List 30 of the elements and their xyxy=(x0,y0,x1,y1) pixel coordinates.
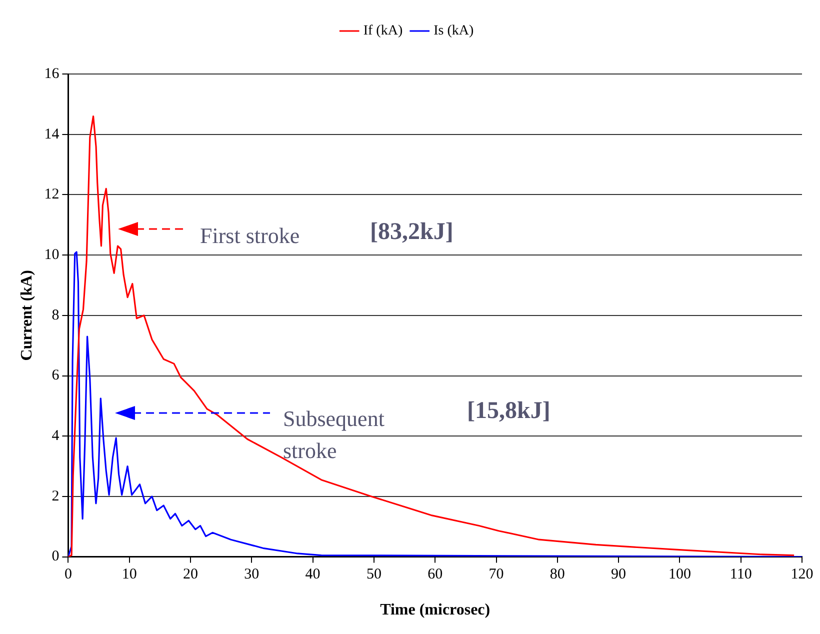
x-tick-label: 20 xyxy=(183,566,198,583)
y-tick-label: 6 xyxy=(52,368,60,384)
x-tick-label: 110 xyxy=(730,566,752,583)
y-tick-label: 16 xyxy=(44,66,60,82)
x-tick-label: 0 xyxy=(64,566,72,583)
x-tick-label: 70 xyxy=(488,566,504,583)
y-tick-label: 10 xyxy=(44,246,60,263)
x-tick-label: 50 xyxy=(366,566,382,583)
y-tick-label: 12 xyxy=(44,186,60,203)
x-tick-label: 120 xyxy=(790,566,814,583)
y-tick-label: 14 xyxy=(44,126,60,142)
x-tick-label: 30 xyxy=(244,566,260,583)
x-axis-title: Time (microsec) xyxy=(380,602,490,619)
x-tick-label: 10 xyxy=(122,566,137,583)
y-tick-label: 4 xyxy=(52,428,60,444)
legend-label: If (kA) xyxy=(363,24,403,39)
y-tick-label: 2 xyxy=(52,488,60,504)
x-tick-label: 80 xyxy=(550,566,565,583)
y-tick-label: 8 xyxy=(52,307,60,324)
legend-label: Is (kA) xyxy=(434,24,474,39)
x-tick-label: 40 xyxy=(305,566,320,583)
annotation: Subsequent stroke xyxy=(283,406,384,463)
x-tick-label: 60 xyxy=(428,566,443,583)
y-axis-title: Current (kA) xyxy=(18,270,36,361)
y-tick-label: 0 xyxy=(52,548,60,565)
x-tick-label: 100 xyxy=(668,566,691,583)
annotation: [83,2kJ] xyxy=(370,219,454,246)
annotation: First stroke xyxy=(200,222,300,248)
annotation: [15,8kJ] xyxy=(467,398,550,424)
x-tick-label: 90 xyxy=(611,566,626,583)
